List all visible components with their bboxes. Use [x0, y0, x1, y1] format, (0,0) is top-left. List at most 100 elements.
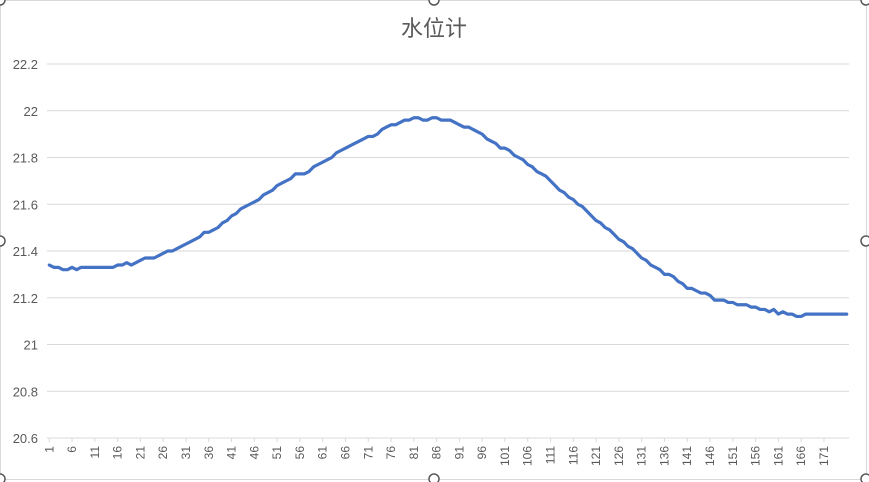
- data-point: [476, 130, 479, 133]
- data-point: [98, 266, 101, 269]
- series-group: [47, 116, 849, 319]
- x-tick-label: 51: [270, 446, 284, 460]
- x-tick-label: 56: [293, 446, 307, 460]
- data-point: [48, 264, 51, 266]
- data-point: [62, 268, 64, 271]
- data-point: [75, 268, 78, 271]
- data-point: [444, 119, 447, 121]
- data-point: [677, 280, 679, 283]
- y-tick-label: 21.4: [13, 244, 38, 259]
- data-point: [376, 133, 379, 135]
- data-point: [618, 238, 620, 241]
- data-point: [495, 142, 497, 145]
- data-point: [572, 198, 575, 201]
- x-tick-label: 21: [133, 446, 147, 460]
- data-point: [139, 259, 142, 262]
- resize-handle[interactable]: [0, 473, 6, 482]
- data-point: [804, 313, 807, 315]
- data-point: [299, 173, 301, 175]
- x-tick-label: 11: [88, 446, 102, 459]
- data-point: [358, 140, 360, 142]
- x-tick-label: 116: [566, 446, 580, 465]
- data-point: [490, 140, 493, 142]
- x-tick-label: 81: [407, 446, 421, 460]
- x-tick-label: 41: [225, 446, 239, 460]
- data-point: [390, 123, 392, 126]
- resize-handle[interactable]: [0, 0, 6, 6]
- data-point: [107, 266, 110, 269]
- x-tick-label: 66: [338, 446, 352, 460]
- x-tick-label: 36: [202, 446, 216, 460]
- x-tick-label: 1: [42, 446, 56, 453]
- resize-handle[interactable]: [860, 473, 869, 482]
- x-tick-label: 131: [635, 446, 649, 466]
- data-point: [344, 147, 347, 149]
- data-point: [248, 203, 251, 206]
- data-point: [722, 299, 725, 301]
- data-point: [786, 313, 789, 315]
- data-point: [581, 205, 584, 208]
- data-point: [440, 119, 442, 121]
- y-tick-label: 21.6: [13, 197, 38, 212]
- data-point: [326, 159, 329, 161]
- data-point: [517, 156, 520, 159]
- data-point: [258, 198, 260, 201]
- data-point: [599, 222, 602, 224]
- data-point: [732, 301, 734, 304]
- resize-handle[interactable]: [860, 0, 869, 6]
- data-point: [194, 238, 196, 241]
- data-point: [472, 128, 474, 131]
- data-point: [526, 163, 529, 166]
- data-point: [563, 191, 565, 194]
- data-point: [463, 126, 465, 128]
- data-point: [686, 287, 689, 290]
- x-tick-label: 136: [657, 446, 671, 466]
- data-point: [663, 273, 666, 276]
- data-point: [385, 126, 388, 128]
- data-point: [130, 264, 133, 266]
- data-point: [613, 233, 616, 236]
- data-point: [153, 257, 155, 259]
- data-point: [217, 226, 219, 229]
- x-tick-label: 141: [680, 446, 694, 466]
- data-point: [795, 315, 798, 318]
- y-tick-label: 22.2: [13, 57, 38, 72]
- data-point: [321, 161, 324, 163]
- data-point: [308, 170, 310, 173]
- y-tick-label: 21: [24, 338, 38, 353]
- data-point: [253, 201, 256, 203]
- x-tick-label: 166: [794, 446, 808, 466]
- data-point: [289, 177, 292, 180]
- y-tick-label: 21.8: [13, 151, 38, 166]
- data-point: [53, 266, 55, 269]
- series-points: [48, 116, 848, 318]
- data-point: [704, 292, 707, 294]
- data-point: [522, 159, 524, 161]
- data-point: [481, 133, 483, 135]
- data-point: [66, 268, 69, 271]
- data-point: [103, 266, 105, 269]
- data-point: [782, 310, 784, 313]
- data-point: [367, 135, 370, 138]
- data-point: [636, 252, 638, 255]
- x-tick-label: 151: [726, 446, 740, 466]
- series-line[interactable]: [47, 116, 849, 319]
- resize-handle[interactable]: [0, 235, 6, 247]
- data-point: [709, 294, 711, 297]
- data-point: [654, 266, 657, 269]
- data-point: [403, 119, 406, 121]
- data-point: [631, 247, 634, 250]
- data-point: [577, 203, 579, 206]
- resize-handle[interactable]: [860, 235, 869, 247]
- resize-handle[interactable]: [428, 0, 440, 6]
- data-point: [700, 292, 702, 294]
- data-point: [800, 315, 802, 318]
- data-point: [121, 264, 123, 266]
- x-tick-label: 86: [430, 446, 444, 460]
- data-point: [353, 142, 356, 145]
- resize-handle[interactable]: [428, 473, 440, 482]
- data-point: [586, 210, 588, 213]
- data-point: [116, 264, 119, 266]
- data-point: [267, 191, 269, 194]
